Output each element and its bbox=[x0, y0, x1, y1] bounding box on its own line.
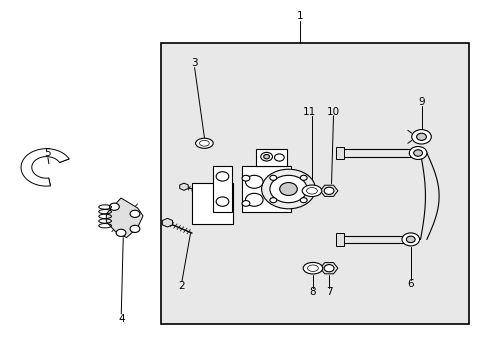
Circle shape bbox=[274, 154, 284, 161]
Circle shape bbox=[216, 172, 228, 181]
Text: 8: 8 bbox=[309, 287, 316, 297]
Circle shape bbox=[324, 265, 333, 272]
Circle shape bbox=[401, 233, 419, 246]
Text: 6: 6 bbox=[407, 279, 413, 289]
Circle shape bbox=[408, 147, 426, 159]
Circle shape bbox=[406, 236, 414, 243]
Text: 11: 11 bbox=[302, 107, 315, 117]
Circle shape bbox=[116, 229, 126, 237]
Bar bbox=[336, 147, 343, 159]
Circle shape bbox=[130, 225, 140, 233]
Polygon shape bbox=[21, 149, 69, 186]
Text: 5: 5 bbox=[44, 148, 51, 158]
Ellipse shape bbox=[199, 140, 209, 146]
Text: 3: 3 bbox=[191, 58, 198, 68]
Circle shape bbox=[242, 201, 249, 206]
Ellipse shape bbox=[195, 138, 213, 148]
Bar bbox=[336, 233, 343, 246]
Circle shape bbox=[300, 175, 306, 180]
Circle shape bbox=[245, 193, 263, 206]
Circle shape bbox=[324, 187, 333, 194]
Circle shape bbox=[300, 198, 306, 203]
Text: 9: 9 bbox=[417, 96, 424, 107]
Text: 4: 4 bbox=[118, 314, 124, 324]
Circle shape bbox=[245, 175, 263, 188]
Bar bbox=[191, 183, 233, 224]
Ellipse shape bbox=[306, 188, 317, 194]
Polygon shape bbox=[320, 185, 337, 197]
Circle shape bbox=[269, 198, 276, 203]
Circle shape bbox=[263, 154, 269, 159]
Circle shape bbox=[216, 197, 228, 206]
Circle shape bbox=[416, 133, 426, 140]
Circle shape bbox=[269, 175, 276, 180]
Bar bbox=[255, 149, 287, 166]
Ellipse shape bbox=[307, 265, 318, 271]
Text: 10: 10 bbox=[326, 107, 339, 117]
Bar bbox=[161, 43, 468, 324]
Polygon shape bbox=[180, 183, 188, 190]
Polygon shape bbox=[162, 218, 172, 227]
Text: 1: 1 bbox=[296, 11, 303, 21]
Circle shape bbox=[242, 175, 249, 181]
Circle shape bbox=[413, 150, 422, 156]
Circle shape bbox=[279, 183, 297, 195]
Circle shape bbox=[109, 203, 119, 210]
Bar bbox=[212, 166, 232, 212]
Text: 7: 7 bbox=[325, 287, 332, 297]
Bar bbox=[242, 166, 290, 212]
Text: 2: 2 bbox=[178, 281, 185, 291]
Circle shape bbox=[269, 175, 306, 203]
Ellipse shape bbox=[303, 262, 322, 274]
Circle shape bbox=[411, 130, 430, 144]
Circle shape bbox=[261, 169, 315, 209]
Ellipse shape bbox=[302, 185, 321, 197]
Polygon shape bbox=[106, 198, 142, 238]
Circle shape bbox=[260, 152, 272, 161]
Circle shape bbox=[130, 210, 140, 217]
Polygon shape bbox=[320, 262, 337, 274]
